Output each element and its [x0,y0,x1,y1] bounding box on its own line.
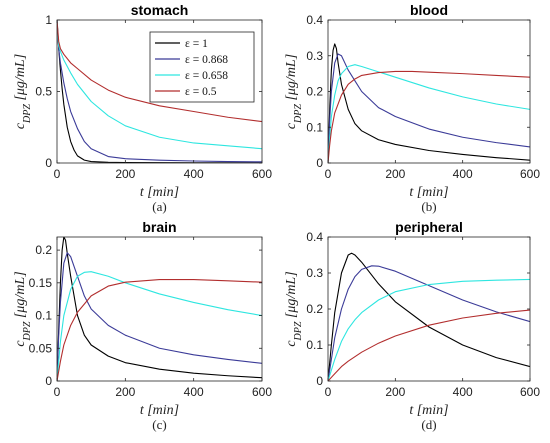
y-tick-label: 0.4 [306,230,323,244]
x-tick-label: 600 [520,385,540,399]
x-tick-label: 400 [453,385,473,399]
x-tick-label: 600 [252,385,272,399]
series-line-2 [57,252,262,381]
axes-box [56,236,263,382]
y-tick-label: 0.05 [29,341,53,355]
plot-area [328,20,530,163]
series-line-4 [57,279,262,381]
x-tick-label: 200 [385,385,405,399]
x-tick-label: 200 [115,167,135,181]
series-line-4 [328,309,530,381]
series-line-2 [57,20,262,163]
y-tick-label: 0 [45,156,52,170]
panel-caption: (c) [152,417,166,432]
y-tick-label: 0.4 [306,13,323,27]
panel-blood: 0 200 400 600 0 0.1 0.2 0.3 0.4 blood t [min] cDPZ … [284,2,540,214]
panel-peripheral: 0 200 400 600 0 0.1 0.2 0.3 0.4 peripheral t [min]… [284,219,540,432]
series-line-3 [328,278,530,381]
y-axis-label: cDPZ [μg/mL] [13,54,33,129]
series-line-1 [57,237,262,381]
panel-brain: 0 200 400 600 0 0.05 0.1 0.15 0.2 brain t [min] cDP… [13,219,272,432]
y-axis-label: cDPZ [μg/mL] [284,271,304,346]
x-tick-label: 0 [325,167,332,181]
x-tick-label: 0 [54,167,61,181]
y-tick-label: 0 [45,374,52,388]
y-tick-label: 0.2 [306,302,323,316]
legend-entry: ε = 0.868 [185,54,228,66]
y-axis-label: cDPZ [μg/mL] [13,271,33,346]
series-line-4 [328,70,530,163]
series-line-2 [328,53,530,163]
x-tick-label: 200 [385,167,405,181]
x-tick-label: 400 [453,167,473,181]
series-line-3 [57,20,262,150]
y-tick-label: 0.1 [306,338,323,352]
legend-entry: ε = 1 [185,38,208,50]
y-tick-label: 0 [316,156,323,170]
chart-title: blood [410,2,448,18]
series-line-1 [328,252,530,381]
x-tick-label: 600 [252,167,272,181]
panel-caption: (d) [421,417,436,432]
x-axis-label: t [min] [409,403,448,418]
chart-title: peripheral [395,219,463,235]
legend-entry: ε = 0.658 [185,70,228,82]
y-tick-label: 0.3 [306,266,323,280]
x-axis-label: t [min] [140,185,179,200]
y-tick-label: 0.15 [29,276,53,290]
x-axis-label: t [min] [140,403,179,418]
y-tick-label: 0 [316,374,323,388]
y-axis-label: cDPZ [μg/mL] [284,54,304,129]
y-tick-label: 0.1 [35,309,52,323]
x-tick-label: 0 [54,385,61,399]
y-tick-label: 0.3 [306,49,323,63]
panel-caption: (b) [421,199,436,214]
panel-stomach: 0 200 400 600 0 0.5 1 stomach t [min] cDPZ [μg/mL… [13,2,272,214]
x-tick-label: 0 [325,385,332,399]
x-axis-label: t [min] [409,185,448,200]
x-tick-label: 200 [115,385,135,399]
y-tick-label: 1 [45,13,52,27]
series-line-1 [328,43,530,163]
y-tick-label: 0.1 [306,120,323,134]
y-tick-label: 0.2 [306,85,323,99]
chart-title: stomach [131,2,189,18]
series-line-2 [328,265,530,381]
series-line-3 [57,271,262,381]
x-tick-label: 400 [184,167,204,181]
legend-box [149,31,255,103]
chart-title: brain [142,219,176,235]
panel-caption: (a) [152,199,166,214]
plot-area [328,237,530,381]
series-line-4 [57,20,262,123]
legend: ε = 1 ε = 0.868 ε = 0.658 ε = 0.5 [149,31,255,103]
y-tick-label: 0.2 [35,243,52,257]
x-tick-label: 400 [184,385,204,399]
series-line-3 [328,64,530,163]
x-tick-label: 600 [520,167,540,181]
y-tick-label: 0.5 [35,85,52,99]
legend-entry: ε = 0.5 [185,86,217,98]
